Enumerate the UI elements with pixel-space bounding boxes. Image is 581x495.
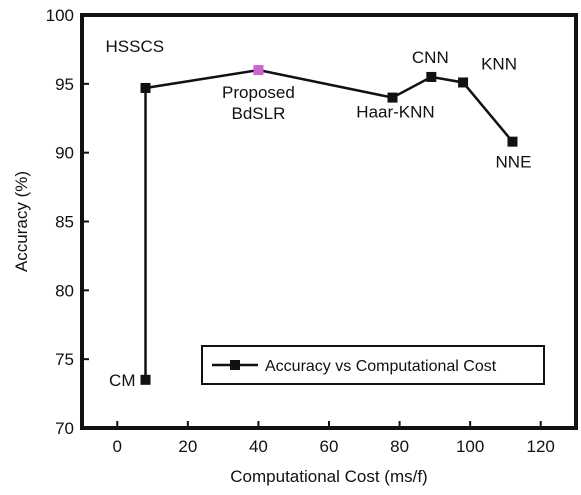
- x-tick-label: 120: [527, 437, 555, 456]
- point-label: CNN: [412, 48, 449, 67]
- y-tick-label: 75: [55, 350, 74, 369]
- series-line: [144, 68, 514, 380]
- point-label: CM: [109, 371, 135, 390]
- data-point: [507, 136, 518, 147]
- series-group: [140, 65, 518, 385]
- data-point: [140, 82, 151, 93]
- y-tick-label: 80: [55, 281, 74, 300]
- point-label: Haar-KNN: [356, 103, 434, 122]
- point-label: HSSCS: [106, 37, 165, 56]
- x-tick-label: 20: [178, 437, 197, 456]
- x-tick-label: 80: [390, 437, 409, 456]
- x-axis-title: Computational Cost (ms/f): [230, 467, 427, 486]
- y-tick-label: 85: [55, 213, 74, 232]
- point-label: NNE: [496, 153, 532, 172]
- point-label: Proposed BdSLR: [222, 83, 295, 123]
- data-point: [458, 77, 469, 88]
- y-tick-label: 70: [55, 419, 74, 438]
- y-tick-label: 100: [46, 6, 74, 25]
- y-tick-label: 90: [55, 144, 74, 163]
- point-labels: CM HSSCS Proposed BdSLR Haar-KNN CNN KNN NNE: [106, 37, 532, 390]
- legend-label: Accuracy vs Computational Cost: [265, 358, 497, 375]
- point-label: KNN: [481, 54, 517, 73]
- x-tick-label: 0: [113, 437, 122, 456]
- x-tick-label: 40: [249, 437, 268, 456]
- point-label-line: BdSLR: [231, 104, 285, 123]
- point-label-line: Proposed: [222, 83, 295, 102]
- axis-ticks: 0 20 40 60 80 100 120 70 75 80 85 90 95 100: [46, 6, 555, 456]
- data-point: [426, 71, 437, 82]
- legend-marker: [230, 360, 240, 370]
- legend: Accuracy vs Computational Cost: [201, 345, 545, 385]
- x-tick-label: 60: [320, 437, 339, 456]
- data-point: [140, 374, 151, 385]
- legend-box: [201, 345, 545, 385]
- y-axis-title: Accuracy (%): [12, 171, 31, 272]
- data-point: [253, 65, 264, 76]
- data-point: [387, 92, 398, 103]
- y-tick-label: 95: [55, 75, 74, 94]
- x-tick-label: 100: [456, 437, 484, 456]
